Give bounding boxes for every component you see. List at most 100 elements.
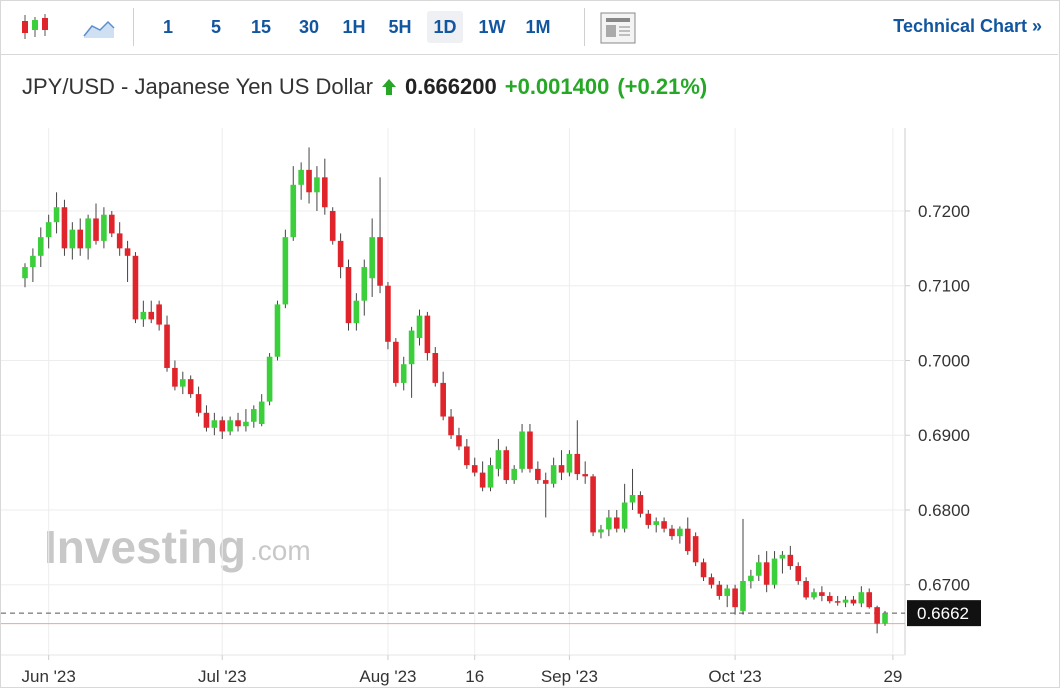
y-tick-label: 0.7100 [918,277,970,296]
candle-body [400,364,407,383]
candle-body [369,237,375,279]
candle-body [116,233,123,249]
interval-button[interactable]: 1M [525,17,551,37]
candle-body [266,356,273,402]
candle-body [795,566,802,581]
candle-body [842,599,849,603]
candle-body [542,480,549,484]
x-tick-label: Sep '23 [541,667,598,686]
price: 0.666200 [404,74,497,99]
candle-body [282,237,289,305]
interval-button[interactable]: 15 [250,17,272,37]
candle-body [53,207,60,223]
candle-body [93,218,99,241]
candle-body [882,613,888,624]
candle-body [290,184,297,238]
axes: 0.6700 0.6800 0.6900 0.7000 0.7100 0.7200 0.66… [48,202,981,660]
candle-body [621,502,628,529]
candle-body [361,267,368,301]
candle-body [858,592,865,604]
interval-button[interactable]: 1W [478,17,506,37]
candle-body [803,580,809,598]
candle-body [669,528,675,537]
candle-body [479,472,486,488]
candle-body [61,207,68,249]
candle-body [203,412,210,428]
watermark-suffix: .com [250,535,311,566]
candle-body [416,315,423,339]
candle-body [227,420,233,432]
candle-body [629,495,636,503]
candle-body [172,367,178,387]
candle-body [834,601,841,603]
candle-body [235,420,241,427]
settings-icon[interactable] [600,12,636,44]
candle-body [195,394,202,413]
x-tick-label: Jul '23 [198,667,247,686]
candle-icon[interactable] [18,12,52,42]
candle-body [258,401,265,425]
candle-body [732,588,738,608]
candle-body [700,562,707,578]
candle-body [77,229,84,249]
grid [1,128,905,655]
candle-body [337,240,344,268]
candle-body [550,465,557,484]
candle-body [771,558,778,585]
candle-body [251,409,257,422]
candle-body [377,237,383,286]
candle-body [755,562,762,576]
candle-body [30,255,36,268]
candle-body [108,214,115,234]
candle-body [69,229,76,249]
candle-body [613,517,620,529]
interval-button[interactable]: 1D [427,11,463,43]
technical-chart-link[interactable]: Technical Chart » [893,16,1042,36]
change: +0.001400 [504,74,610,99]
candle-body [353,300,360,324]
candle-body [740,580,746,611]
candle-body [22,267,28,279]
candle-body [187,379,194,395]
candle-body [132,255,139,320]
candle-body [345,267,352,324]
watermark: Investing .com [44,521,311,573]
candle-body [487,465,494,488]
toolbar: 1 5 15 30 1H 5H 1D 1W 1M Technical Chart » [0,0,1058,55]
x-tick-label: 16 [465,667,484,686]
interval-button[interactable]: 1 [162,17,173,37]
interval-button[interactable]: 5H [388,17,412,37]
candle-body [432,353,439,383]
candle-body [527,431,533,469]
title-row: JPY/USD - Japanese Yen US Dollar 0.66620… [22,74,707,100]
candle-body [535,468,541,481]
area-icon[interactable] [82,14,116,40]
change-percent: (+0.21%) [617,74,708,99]
candle-body [243,421,249,427]
candle-body [408,330,415,365]
separator [584,8,585,46]
candle-body [124,248,131,256]
candle-body [314,177,320,193]
candle-body [148,311,155,320]
interval-button[interactable]: 30 [298,17,320,37]
interval-button[interactable]: 1H [342,17,366,37]
candle-body [519,431,525,469]
x-tick-label: 29 [883,667,902,686]
candle-body [306,169,312,193]
candle-body [826,595,833,602]
candle-body [874,607,880,624]
candle-body [724,588,731,596]
x-tick-label: Oct '23 [708,667,761,686]
candle-body [45,222,52,238]
candle-body [393,341,399,383]
candle-body [558,465,565,473]
x-tick-label: Aug '23 [359,667,416,686]
candle-body [385,285,391,342]
interval-button[interactable]: 5 [210,17,221,37]
candle-body [219,420,226,432]
candle-body [677,528,683,537]
candle-body [511,468,517,481]
candle-body [574,453,581,475]
